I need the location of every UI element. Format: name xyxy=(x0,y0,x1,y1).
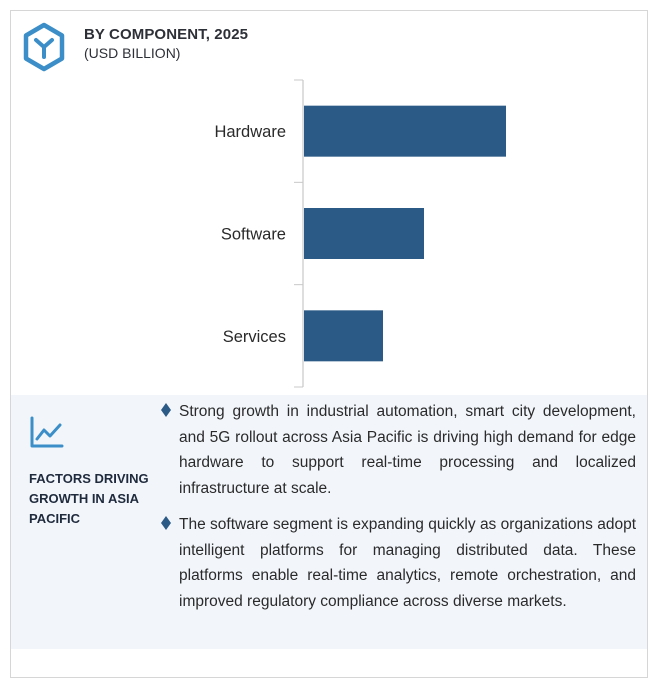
factors-title: FACTORS DRIVING GROWTH IN ASIA PACIFIC xyxy=(29,471,149,526)
bar-hardware xyxy=(304,105,506,157)
factors-panel: FACTORS DRIVING GROWTH IN ASIA PACIFIC S… xyxy=(11,395,647,649)
category-label-software: Software xyxy=(221,226,286,244)
bar-chart: Hardware Software Services xyxy=(214,79,506,388)
factor-text: Strong growth in industrial automation, … xyxy=(179,403,636,497)
category-label-hardware: Hardware xyxy=(214,123,286,141)
diamond-bullet-icon xyxy=(161,516,171,530)
hexagon-y-logo-icon xyxy=(23,22,65,72)
chart-subtitle: (USD BILLION) xyxy=(84,45,181,61)
trend-line-icon xyxy=(30,416,64,448)
list-item: The software segment is expanding quickl… xyxy=(161,512,636,614)
factor-text: The software segment is expanding quickl… xyxy=(179,516,636,610)
chart-title: BY COMPONENT, 2025 xyxy=(84,26,249,43)
factors-list: Strong growth in industrial automation, … xyxy=(161,399,636,625)
diamond-bullet-icon xyxy=(161,403,171,417)
list-item: Strong growth in industrial automation, … xyxy=(161,399,636,501)
category-label-services: Services xyxy=(223,328,286,346)
bar-services xyxy=(304,310,383,362)
bar-software xyxy=(304,208,424,259)
